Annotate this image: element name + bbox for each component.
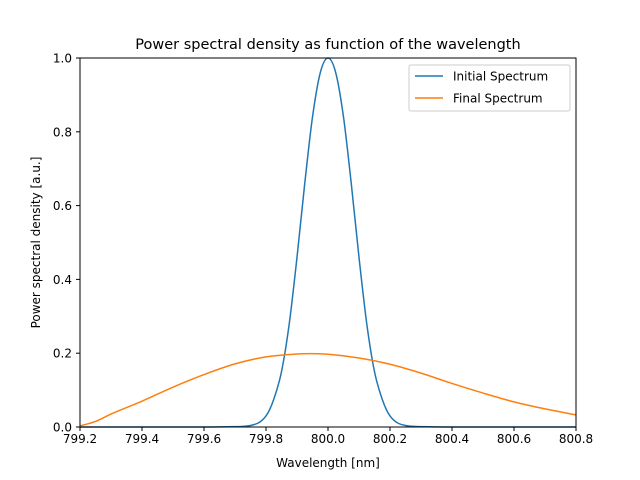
legend: Initial Spectrum Final Spectrum [408, 64, 571, 112]
y-tick-label: 0.0 [53, 421, 72, 435]
x-tick-label: 799.2 [63, 432, 97, 446]
chart-title: Power spectral density as function of th… [135, 37, 520, 53]
x-tick-label: 799.6 [187, 432, 221, 446]
x-tick-label: 799.8 [249, 432, 283, 446]
legend-label-initial-spectrum: Initial Spectrum [453, 70, 548, 84]
x-tick-label: 800.2 [373, 432, 407, 446]
y-tick-label: 0.2 [53, 347, 72, 361]
x-tick-label: 799.4 [125, 432, 159, 446]
x-tick-label: 800.6 [497, 432, 531, 446]
y-tick-label: 0.6 [53, 199, 72, 213]
x-tick-label: 800.4 [435, 432, 469, 446]
x-axis-ticks: 799.2 799.4 799.6 799.8 800.0 800.2 800.4 800.6… [63, 427, 593, 446]
y-axis-label: Power spectral density [a.u.] [29, 157, 43, 329]
x-axis-label: Wavelength [nm] [276, 456, 380, 470]
series-line-final-spectrum [79, 352, 577, 427]
y-axis-ticks: 0.0 0.2 0.4 0.6 0.8 1.0 [53, 52, 80, 435]
y-tick-label: 0.8 [53, 125, 72, 139]
y-tick-label: 0.4 [53, 273, 72, 287]
legend-label-final-spectrum: Final Spectrum [453, 92, 543, 106]
y-tick-label: 1.0 [53, 52, 72, 66]
x-tick-label: 800.0 [311, 432, 345, 446]
x-tick-label: 800.8 [559, 432, 593, 446]
legend-box [408, 64, 571, 112]
